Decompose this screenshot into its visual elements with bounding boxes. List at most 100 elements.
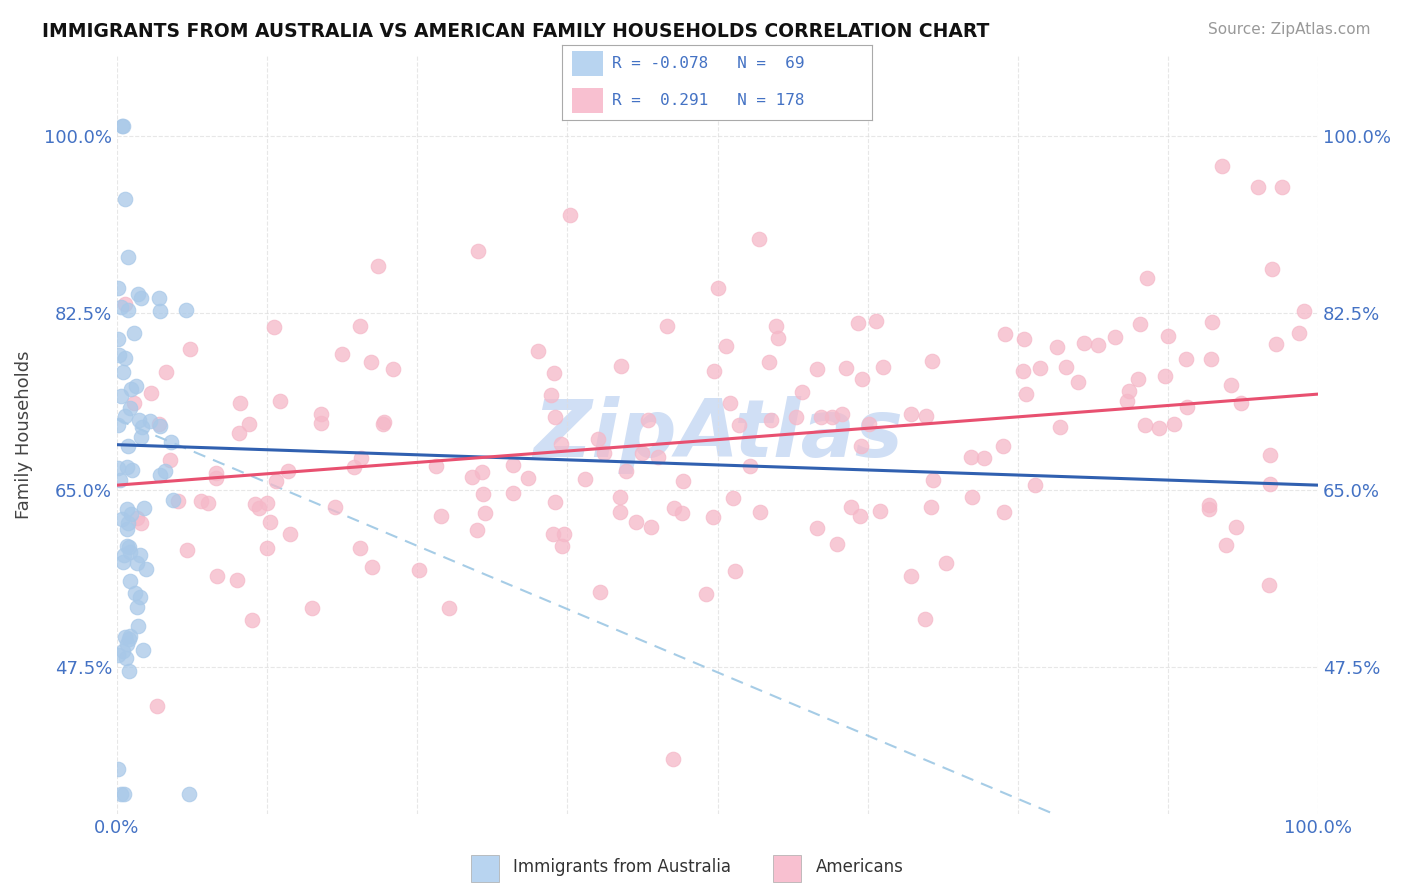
Point xyxy=(349,319,371,334)
Point xyxy=(1225,520,1247,534)
Point xyxy=(973,450,995,465)
Point xyxy=(238,417,260,432)
Bar xyxy=(572,52,603,77)
Point xyxy=(1211,160,1233,174)
Point xyxy=(159,453,181,467)
Point xyxy=(135,562,157,576)
Point xyxy=(1163,417,1185,431)
Point xyxy=(1118,384,1140,399)
Point xyxy=(765,319,787,334)
Point xyxy=(149,467,172,482)
Point xyxy=(121,463,143,477)
Point xyxy=(551,539,574,553)
Point xyxy=(517,470,540,484)
Point xyxy=(131,420,153,434)
Point xyxy=(766,331,789,345)
Point xyxy=(1136,271,1159,285)
Point xyxy=(115,502,138,516)
Point xyxy=(149,304,172,318)
Point xyxy=(162,492,184,507)
Point xyxy=(662,501,685,516)
Point xyxy=(614,464,637,478)
Point xyxy=(131,430,153,444)
Point xyxy=(110,389,132,403)
Point xyxy=(112,365,135,379)
Point xyxy=(461,470,484,484)
Point xyxy=(993,505,1015,519)
Point xyxy=(869,504,891,518)
Point xyxy=(118,665,141,679)
Point xyxy=(467,244,489,258)
Text: Source: ZipAtlas.com: Source: ZipAtlas.com xyxy=(1208,22,1371,37)
Point xyxy=(256,496,278,510)
Point xyxy=(474,506,496,520)
Point xyxy=(350,450,373,465)
Point xyxy=(249,501,271,516)
Point xyxy=(118,541,141,555)
Point xyxy=(1230,396,1253,410)
Point xyxy=(806,362,828,376)
Point xyxy=(107,762,129,776)
Point xyxy=(637,413,659,427)
Point xyxy=(112,548,135,562)
Point xyxy=(1129,317,1152,331)
Point xyxy=(107,418,129,433)
Point xyxy=(205,471,228,485)
Point xyxy=(655,318,678,333)
Text: IMMIGRANTS FROM AUSTRALIA VS AMERICAN FAMILY HOUSEHOLDS CORRELATION CHART: IMMIGRANTS FROM AUSTRALIA VS AMERICAN FA… xyxy=(42,22,990,41)
Text: R = -0.078   N =  69: R = -0.078 N = 69 xyxy=(612,56,804,71)
Point xyxy=(662,751,685,765)
Point xyxy=(695,587,717,601)
Point xyxy=(117,516,139,531)
Point xyxy=(256,541,278,555)
Point xyxy=(149,418,172,433)
Point xyxy=(330,347,353,361)
Point xyxy=(1175,351,1198,366)
Point xyxy=(1261,262,1284,277)
Point xyxy=(541,526,564,541)
Point xyxy=(167,494,190,508)
Point xyxy=(914,612,936,626)
Point xyxy=(994,327,1017,342)
Point xyxy=(129,291,152,305)
Point xyxy=(1067,375,1090,389)
Point xyxy=(714,339,737,353)
Point xyxy=(1219,378,1241,392)
Point xyxy=(425,458,447,473)
Point xyxy=(502,458,524,473)
Point xyxy=(550,437,572,451)
Point xyxy=(1133,418,1156,433)
Point xyxy=(1199,351,1222,366)
Point xyxy=(1157,329,1180,343)
Point xyxy=(640,520,662,534)
Point xyxy=(127,600,149,615)
Point xyxy=(849,439,872,453)
Point xyxy=(107,648,129,662)
Point xyxy=(758,355,780,369)
Point xyxy=(1257,578,1279,592)
Point xyxy=(323,500,346,514)
Point xyxy=(610,359,633,374)
Point xyxy=(264,474,287,488)
Point xyxy=(1073,336,1095,351)
Point xyxy=(128,548,150,562)
Point xyxy=(825,537,848,551)
Point xyxy=(111,555,134,569)
Point xyxy=(702,510,724,524)
Point xyxy=(176,542,198,557)
Point xyxy=(1177,400,1199,414)
Point xyxy=(724,564,747,578)
Bar xyxy=(572,87,603,112)
Point xyxy=(177,787,200,801)
Point xyxy=(122,326,145,341)
Point xyxy=(128,413,150,427)
Point xyxy=(721,491,744,505)
Point xyxy=(155,365,177,379)
Point xyxy=(851,372,873,386)
Point xyxy=(309,416,332,430)
Point xyxy=(671,506,693,520)
Point xyxy=(371,417,394,431)
Point xyxy=(259,515,281,529)
Point xyxy=(277,464,299,478)
Point xyxy=(592,446,614,460)
